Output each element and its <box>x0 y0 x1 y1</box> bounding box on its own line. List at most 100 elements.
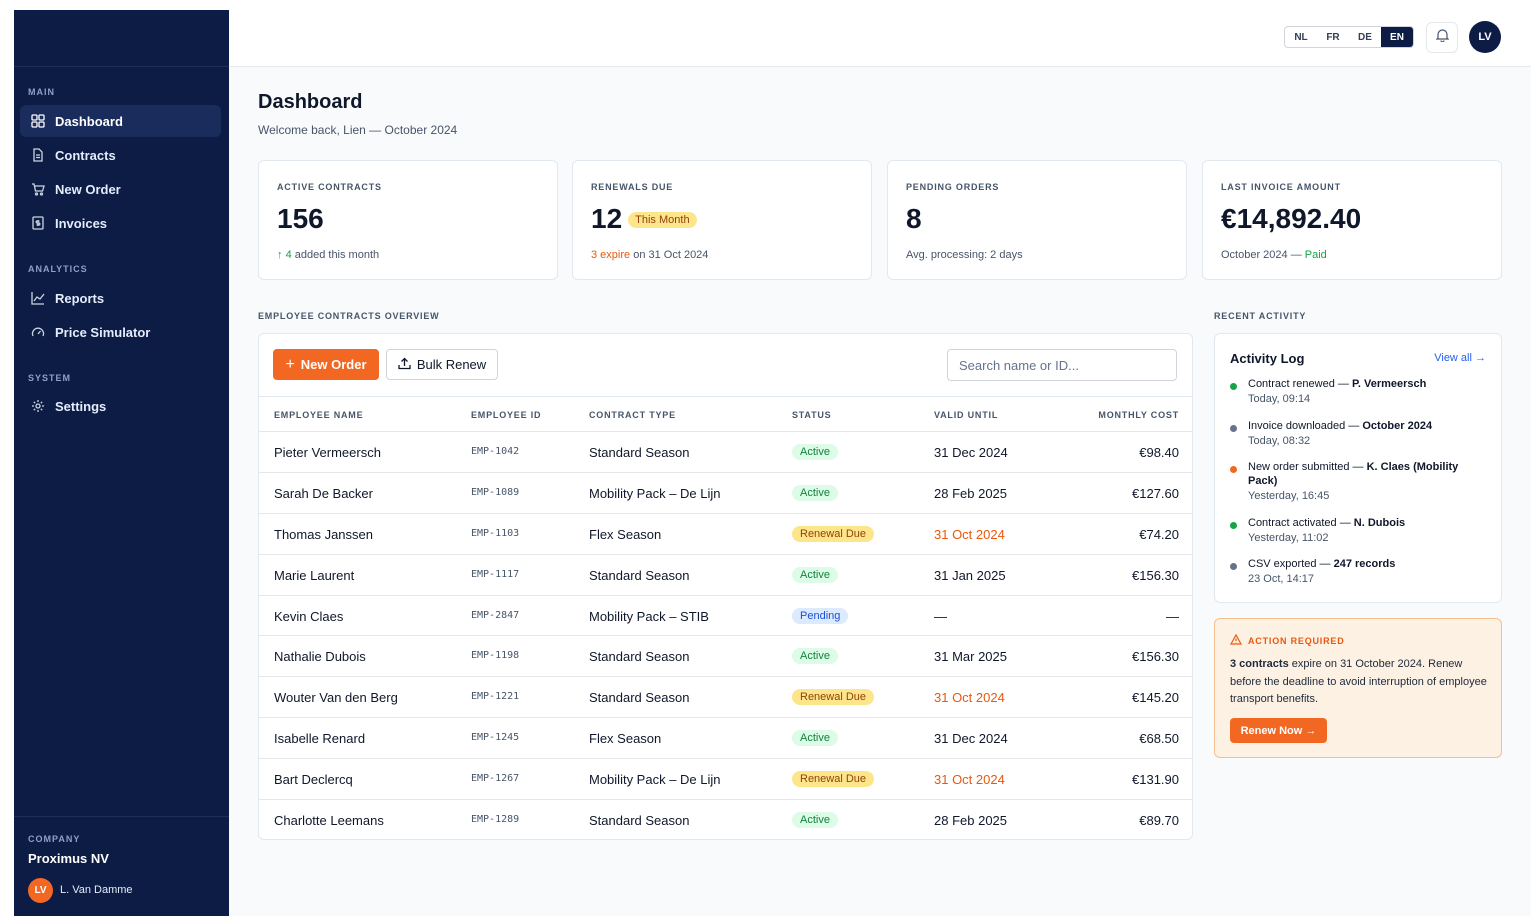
cell-employee-name: Marie Laurent <box>274 567 355 583</box>
cell-status: Renewal Due <box>792 525 875 542</box>
status-badge: Active <box>792 444 838 460</box>
cell-valid-until: 31 Jan 2025 <box>934 567 1006 583</box>
cell-valid-until: 31 Oct 2024 <box>934 772 1005 788</box>
cell-contract-type: Mobility Pack – STIB <box>589 608 709 624</box>
cell-contract-type: Standard Season <box>589 690 690 706</box>
status-dot-icon <box>1230 522 1237 529</box>
stat-label: PENDING ORDERS <box>906 182 1000 192</box>
cell-contract-type: Standard Season <box>589 567 690 583</box>
cell-status: Active <box>792 811 838 829</box>
sidebar-item-price-simulator[interactable]: Price Simulator <box>20 316 221 348</box>
activity-log-card: Activity Log View all → Contract renewed… <box>1214 333 1502 603</box>
status-dot-icon <box>1230 383 1237 390</box>
activity-item: New order submitted — K. Claes (Mobility… <box>1230 460 1490 502</box>
table-row[interactable]: Kevin Claes EMP-2847 Mobility Pack – STIB P… <box>259 596 1192 637</box>
cell-employee-name: Charlotte Leemans <box>274 813 384 829</box>
table-row[interactable]: Wouter Van den Berg EMP-1221 Standard Seas… <box>259 677 1192 719</box>
activity-time: Yesterday, 11:02 <box>1248 532 1329 544</box>
activity-item: CSV exported — 247 records 23 Oct, 14:17 <box>1230 557 1490 585</box>
avatar[interactable]: LV <box>28 878 53 903</box>
table-row[interactable]: Thomas Janssen EMP-1103 Flex Season Renewal… <box>259 514 1192 555</box>
table-row[interactable]: Sarah De Backer EMP-1089 Mobility Pack – D… <box>259 473 1192 514</box>
column-header-id[interactable]: EMPLOYEE ID <box>471 410 542 420</box>
table-row[interactable]: Marie Laurent EMP-1117 Standard Season Acti… <box>259 555 1192 596</box>
language-option-de[interactable]: DE <box>1358 31 1372 43</box>
language-option-en[interactable]: EN <box>1381 27 1413 47</box>
sidebar: MAIN Dashboard Contracts New Order Invoi… <box>14 10 229 916</box>
activity-time: Today, 09:14 <box>1248 393 1311 405</box>
sidebar-item-contracts[interactable]: Contracts <box>20 139 221 171</box>
status-badge: This Month <box>628 212 697 228</box>
sidebar-item-dashboard[interactable]: Dashboard <box>20 105 221 137</box>
stat-value: 156 <box>277 203 324 234</box>
sidebar-section-main: MAIN <box>28 87 55 97</box>
activity-text: Contract activated — N. Dubois <box>1248 517 1406 529</box>
table-row[interactable]: Bart Declercq EMP-1267 Mobility Pack – De … <box>259 759 1192 801</box>
sidebar-item-label: Dashboard <box>55 113 123 129</box>
cell-monthly-cost: €131.90 <box>1132 772 1179 788</box>
activity-time: Yesterday, 16:45 <box>1248 490 1330 502</box>
company-label: COMPANY <box>28 834 81 844</box>
stat-value: 12 This Month <box>591 203 697 235</box>
status-badge: Renewal Due <box>792 689 875 706</box>
stat-label: ACTIVE CONTRACTS <box>277 182 382 192</box>
column-header-name[interactable]: EMPLOYEE NAME <box>274 410 364 420</box>
search-input[interactable] <box>947 349 1177 381</box>
renew-now-button[interactable]: Renew Now → <box>1230 718 1327 743</box>
cell-employee-name: Pieter Vermeersch <box>274 445 381 460</box>
cell-monthly-cost: €127.60 <box>1132 485 1179 501</box>
plus-icon: + <box>285 355 295 373</box>
sidebar-item-label: Invoices <box>55 215 108 231</box>
activity-time: 23 Oct, 14:17 <box>1248 573 1315 585</box>
sidebar-item-reports[interactable]: Reports <box>20 282 221 314</box>
activity-section-label: RECENT ACTIVITY <box>1214 311 1307 321</box>
stat-card-last-invoice: LAST INVOICE AMOUNT €14,892.40 October 2… <box>1202 160 1502 280</box>
cell-employee-id: EMP-1103 <box>471 527 520 539</box>
table-row[interactable]: Charlotte Leemans EMP-1289 Standard Season… <box>259 800 1192 839</box>
view-all-link[interactable]: View all → <box>1434 352 1486 364</box>
cell-employee-id: EMP-1221 <box>471 691 520 703</box>
column-header-type[interactable]: CONTRACT TYPE <box>589 410 676 420</box>
table-row[interactable]: Nathalie Dubois EMP-1198 Standard Season Ac… <box>259 636 1192 678</box>
new-order-button[interactable]: + New Order <box>273 349 379 380</box>
sidebar-item-label: New Order <box>55 181 121 197</box>
table-row[interactable]: Isabelle Renard EMP-1245 Flex Season Active… <box>259 718 1192 760</box>
stat-card-pending-orders: PENDING ORDERS 8 Avg. processing: 2 days <box>887 160 1187 280</box>
sidebar-item-new-order[interactable]: New Order <box>20 173 221 205</box>
column-header-status[interactable]: STATUS <box>792 410 832 420</box>
sidebar-item-invoices[interactable]: Invoices <box>20 207 221 239</box>
column-header-valid-until[interactable]: VALID UNTIL <box>934 410 999 420</box>
table-row[interactable]: Pieter Vermeersch EMP-1042 Standard Season… <box>259 432 1192 473</box>
bulk-renew-button[interactable]: Bulk Renew <box>386 349 498 380</box>
contracts-table-card: + New Order Bulk Renew EMPLOYEE NAME EMP… <box>258 333 1193 840</box>
notifications-button[interactable] <box>1426 22 1458 53</box>
cell-employee-id: EMP-1089 <box>471 486 520 498</box>
table-header: EMPLOYEE NAME EMPLOYEE ID CONTRACT TYPE … <box>259 396 1192 432</box>
language-option-fr[interactable]: FR <box>1326 31 1340 43</box>
avatar[interactable]: LV <box>1469 21 1501 53</box>
table-body: Pieter Vermeersch EMP-1042 Standard Season… <box>259 432 1192 839</box>
cell-status: Active <box>792 443 838 460</box>
sidebar-footer: COMPANY Proximus NV LV L. Van Damme <box>14 816 229 916</box>
activity-item: Invoice downloaded — October 2024 Today, … <box>1230 419 1490 447</box>
stat-card-renewals-due: RENEWALS DUE 12 This Month 3 expire on 31… <box>572 160 872 280</box>
cell-employee-id: EMP-1289 <box>471 814 520 826</box>
page-subtitle: Welcome back, Lien — October 2024 <box>258 123 458 137</box>
language-option-nl[interactable]: NL <box>1294 31 1308 43</box>
cell-employee-name: Wouter Van den Berg <box>274 690 398 706</box>
action-required-card: ACTION REQUIRED 3 contracts expire on 31… <box>1214 618 1502 758</box>
sidebar-item-settings[interactable]: Settings <box>20 390 221 422</box>
cell-employee-id: EMP-2847 <box>471 609 520 621</box>
cell-employee-id: EMP-1267 <box>471 773 520 785</box>
sidebar-item-label: Price Simulator <box>55 324 151 340</box>
column-header-monthly-cost[interactable]: MONTHLY COST <box>1098 410 1179 420</box>
user-name[interactable]: L. Van Damme <box>60 884 133 896</box>
cell-status: Renewal Due <box>792 770 875 788</box>
stat-value: 8 <box>906 203 922 234</box>
stat-label: LAST INVOICE AMOUNT <box>1221 182 1341 192</box>
stat-value: €14,892.40 <box>1221 203 1362 234</box>
warning-icon <box>1229 633 1248 647</box>
topbar: NL FR DE EN LV <box>229 10 1531 67</box>
activity-item: Contract activated — N. Dubois Yesterday,… <box>1230 516 1490 544</box>
status-badge: Renewal Due <box>792 771 875 788</box>
